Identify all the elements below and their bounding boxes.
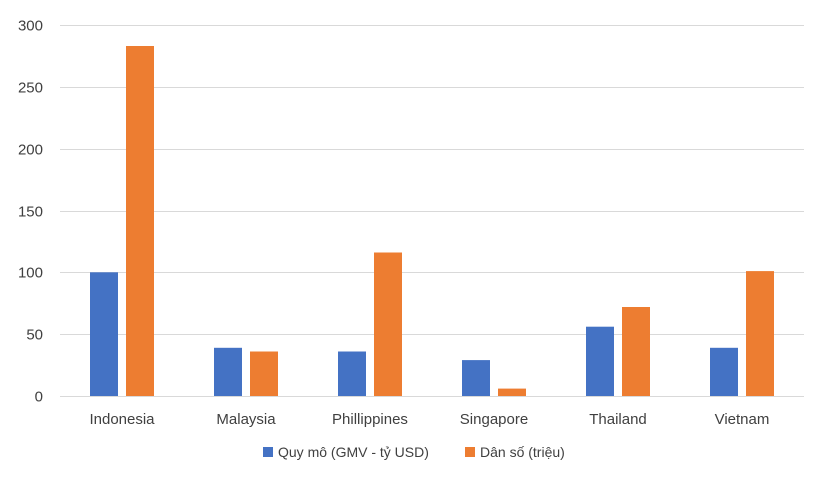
legend-label-series-2: Dân số (triệu) <box>480 444 565 460</box>
bar-singapore-series-1 <box>462 360 490 396</box>
y-tick-label: 250 <box>18 80 43 97</box>
legend-swatch-series-1 <box>263 447 273 457</box>
x-tick-label: Thailand <box>589 411 647 428</box>
bar-thailand-series-2 <box>622 307 650 396</box>
y-tick-label: 100 <box>18 265 43 282</box>
bar-indonesia-series-1 <box>90 272 118 396</box>
x-tick-label: Vietnam <box>715 411 770 428</box>
x-tick-label: Indonesia <box>89 411 155 428</box>
x-tick-label: Phillippines <box>332 411 408 428</box>
bar-phillippines-series-2 <box>374 252 402 396</box>
gridlines <box>60 25 804 397</box>
bar-malaysia-series-1 <box>214 347 242 396</box>
x-tick-label: Singapore <box>460 411 528 428</box>
y-tick-label: 150 <box>18 204 43 221</box>
bar-malaysia-series-2 <box>250 351 278 396</box>
y-axis-ticks: 0 50 100 150 200 250 300 <box>18 18 43 406</box>
y-tick-label: 0 <box>35 389 43 406</box>
legend-swatch-series-2 <box>465 447 475 457</box>
bar-vietnam-series-2 <box>746 271 774 396</box>
x-axis-ticks: Indonesia Malaysia Phillippines Singapore Th… <box>89 411 769 428</box>
bar-thailand-series-1 <box>586 326 614 396</box>
bars <box>90 46 774 396</box>
legend-label-series-1: Quy mô (GMV - tỷ USD) <box>278 444 429 460</box>
legend: Quy mô (GMV - tỷ USD) Dân số (triệu) <box>263 444 565 460</box>
bar-indonesia-series-2 <box>126 46 154 396</box>
bar-vietnam-series-1 <box>710 347 738 396</box>
x-tick-label: Malaysia <box>216 411 276 428</box>
y-tick-label: 50 <box>26 327 43 344</box>
y-tick-label: 300 <box>18 18 43 35</box>
y-tick-label: 200 <box>18 142 43 159</box>
bar-singapore-series-2 <box>498 388 526 396</box>
bar-phillippines-series-1 <box>338 351 366 396</box>
